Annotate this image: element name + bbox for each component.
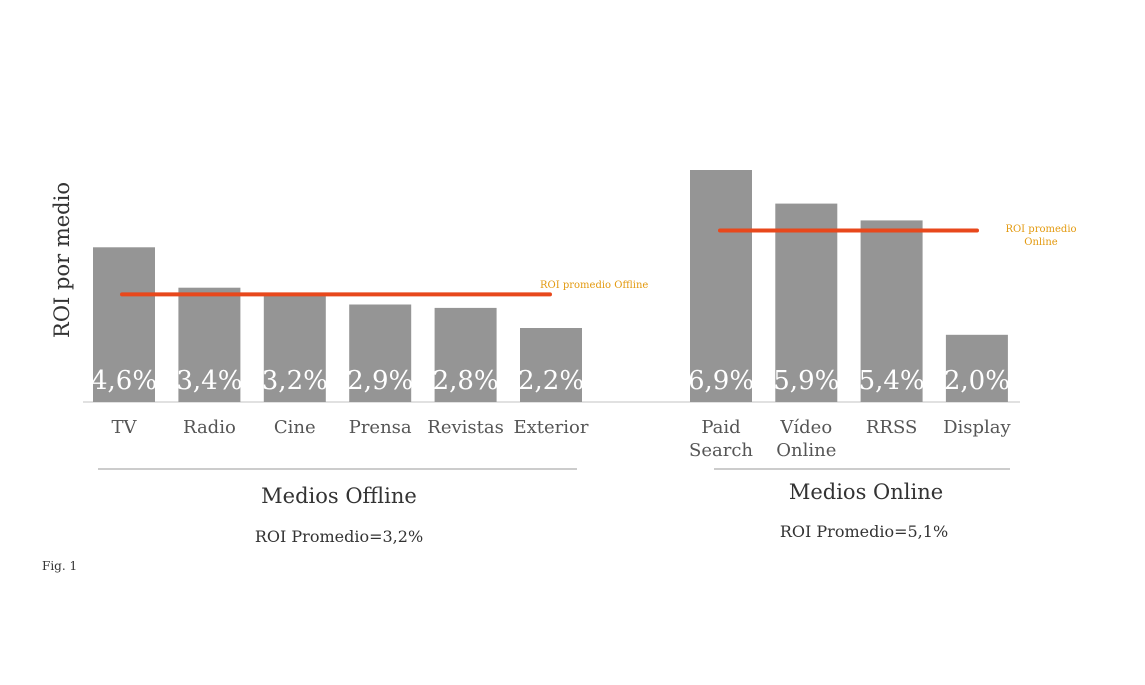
bar (860, 220, 923, 402)
bar (178, 287, 241, 402)
bar (945, 334, 1008, 402)
category-label: Radio (183, 417, 236, 438)
average-line-label-offline: ROI promedio Offline (540, 280, 648, 291)
average-line-label-online: Online (1024, 237, 1057, 248)
bar-value-label: 4,6% (91, 366, 157, 396)
category-label: Display (943, 417, 1011, 438)
bar (263, 294, 326, 402)
category-label: RRSS (866, 417, 917, 438)
bar (690, 170, 752, 402)
group-average-offline: ROI Promedio=3,2% (255, 527, 423, 546)
bar-value-label: 6,9% (688, 366, 754, 396)
category-label: Revistas (427, 417, 504, 438)
bar-value-label: 3,4% (176, 366, 242, 396)
figure-caption: Fig. 1 (42, 559, 77, 573)
category-label: Online (776, 440, 836, 461)
chart-marks: 4,6% TV 3,4% Radio 3,2% Cine 2,9% Prensa 2,8% Rev… (91, 170, 1077, 546)
group-title-online: Medios Online (789, 480, 943, 504)
category-label: TV (111, 417, 137, 438)
category-label: Cine (274, 417, 316, 438)
bar-value-label: 2,2% (518, 366, 584, 396)
category-label: Exterior (514, 417, 589, 438)
category-label: Search (689, 440, 753, 461)
bar (93, 247, 155, 402)
y-axis-label: ROI por medio (50, 182, 74, 338)
bar (434, 307, 497, 402)
bar-value-label: 5,4% (859, 366, 925, 396)
bar (775, 203, 838, 402)
category-label: Vídeo (779, 417, 832, 438)
bar-value-label: 3,2% (262, 366, 328, 396)
category-label: Paid (701, 417, 740, 438)
average-line-label-online: ROI promedio (1005, 224, 1076, 235)
bar-value-label: 2,9% (347, 366, 413, 396)
group-title-offline: Medios Offline (261, 484, 417, 508)
bar (349, 304, 412, 402)
bar-value-label: 5,9% (773, 366, 839, 396)
bar (520, 328, 582, 402)
bar-value-label: 2,8% (433, 366, 499, 396)
group-average-online: ROI Promedio=5,1% (780, 522, 948, 541)
category-label: Prensa (349, 417, 412, 438)
bar-value-label: 2,0% (944, 366, 1010, 396)
